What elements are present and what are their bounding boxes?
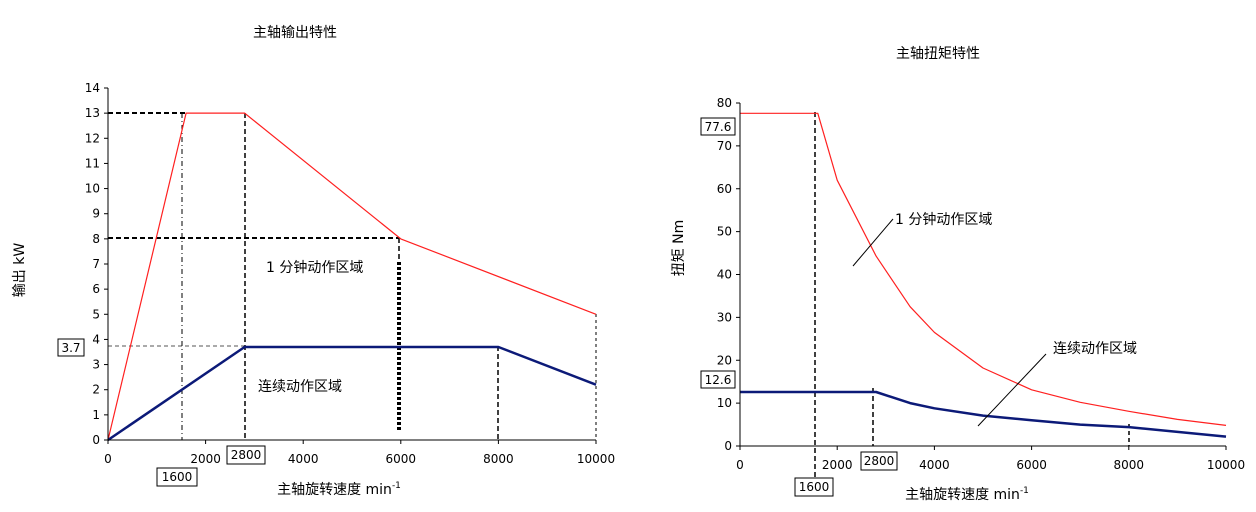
continuous-rating-line [740,390,1227,438]
box-12-6 [700,370,736,389]
output-chart-continuous-region-label: 连续动作区域 [258,378,342,395]
y-tick-label: 3 [92,358,100,372]
x-tick-label: 2000 [190,452,221,466]
y-tick-label: 2 [92,383,100,397]
x-tick-label: 8000 [483,452,514,466]
y-tick-label: 5 [92,307,100,321]
y-tick-label: 30 [717,310,732,324]
box-77-6-label: 77.6 [705,120,732,134]
continuous-rating-line [107,345,597,442]
output-chart-series [107,112,597,442]
x-tick-label: 0 [104,452,112,466]
y-tick-label: 70 [717,139,732,153]
box-2800 [226,445,266,465]
y-tick-label: 7 [92,257,100,271]
torque-chart-x-label: 主轴旋转速度 min-1 [905,486,1029,503]
y-tick-label: 0 [724,439,732,453]
y-tick-label: 4 [92,332,100,346]
torque-chart-y-axis: 0 10 20 30 40 50 60 70 80 [717,96,740,453]
box-77-6 [700,117,736,136]
y-tick-label: 13 [85,106,100,120]
box-3-7-label: 3.7 [61,341,80,355]
output-chart-title: 主轴输出特性 [253,25,337,41]
y-tick-label: 12 [85,131,100,145]
torque-chart-continuous-leader-line [977,353,1047,427]
torque-chart-1min-leader-line [852,218,894,267]
torque-chart-title: 主轴扭矩特性 [896,46,980,62]
box-1600 [794,477,834,497]
y-tick-label: 0 [92,433,100,447]
torque-chart-continuous-region-label: 连续动作区域 [1053,340,1137,357]
y-tick-label: 80 [717,96,732,110]
x-tick-label: 10000 [1207,458,1245,472]
y-tick-label: 10 [85,182,100,196]
torque-chart-x-axis: 0 2000 4000 6000 8000 10000 [736,446,1245,472]
output-chart: 主轴输出特性 输出 kW 主轴旋转速度 min-1 01234567891011… [12,25,615,498]
one-minute-rating-line [107,112,597,441]
x-tick-label: 2000 [822,458,853,472]
torque-chart-series [740,112,1227,438]
output-chart-1min-region-label: 1 分钟动作区域 [266,259,363,276]
output-chart-x-axis: 0 2000 4000 6000 8000 10000 [104,440,615,466]
one-minute-rating-line [740,112,1227,426]
output-chart-y-label: 输出 kW [12,243,28,298]
y-tick-label: 20 [717,353,732,367]
box-1600-label: 1600 [162,470,193,484]
box-1600-label: 1600 [799,480,830,494]
output-chart-x-label: 主轴旋转速度 min-1 [277,481,401,498]
torque-chart: 主轴扭矩特性 扭矩 Nm 主轴旋转速度 min-1 01020304050607… [671,46,1245,503]
y-tick-label: 50 [717,225,732,239]
x-tick-label: 4000 [919,458,950,472]
x-tick-label: 4000 [288,452,319,466]
y-tick-label: 10 [717,396,732,410]
box-12-6-label: 12.6 [705,373,732,387]
y-tick-label: 9 [92,207,100,221]
y-tick-label: 1 [92,408,100,422]
torque-chart-boxed-labels: 77.6 12.6 1600 2800 [700,117,898,497]
x-tick-label: 0 [736,458,744,472]
box-1600 [156,467,198,487]
y-tick-label: 14 [85,81,100,95]
box-3-7 [57,338,85,357]
y-tick-label: 6 [92,282,100,296]
x-tick-label: 8000 [1114,458,1145,472]
box-2800 [860,451,898,471]
y-tick-label: 40 [717,268,732,282]
x-tick-label: 6000 [386,452,417,466]
torque-chart-1min-region-label: 1 分钟动作区域 [895,211,992,228]
y-tick-label: 60 [717,182,732,196]
box-2800-label: 2800 [231,448,262,462]
y-tick-label: 11 [85,156,100,170]
x-tick-label: 6000 [1016,458,1047,472]
box-2800-label: 2800 [864,454,895,468]
y-tick-label: 8 [92,232,100,246]
torque-chart-y-label: 扭矩 Nm [671,220,687,277]
output-chart-boxed-labels: 3.7 1600 2800 [57,338,266,487]
x-tick-label: 10000 [577,452,615,466]
